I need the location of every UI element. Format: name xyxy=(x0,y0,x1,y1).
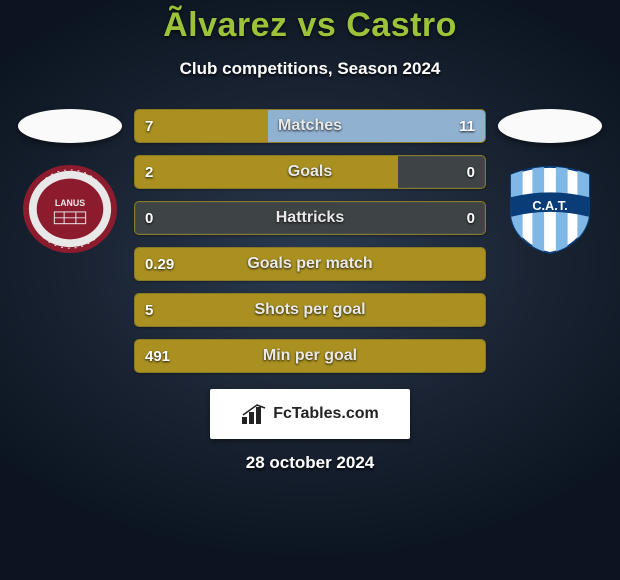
svg-text:LANUS: LANUS xyxy=(55,198,85,208)
stat-bar-right xyxy=(268,110,485,142)
stat-bar-left xyxy=(135,110,268,142)
left-team-col: LANUS xyxy=(10,109,130,255)
stat-label: Hattricks xyxy=(135,202,485,234)
date-label: 28 october 2024 xyxy=(246,453,375,473)
stat-row: 20Goals xyxy=(134,155,486,189)
stat-value-right: 0 xyxy=(467,156,475,188)
watermark-badge: FcTables.com xyxy=(210,389,410,439)
comparison-row: LANUS 711Matches20Goals00Hattricks0.29Go… xyxy=(0,109,620,373)
page-title: Ãlvarez vs Castro xyxy=(163,6,457,45)
right-crest-icon: C.A.T. xyxy=(501,163,599,255)
stat-bar-left xyxy=(135,248,485,280)
stat-row: 711Matches xyxy=(134,109,486,143)
right-team-col: C.A.T. xyxy=(490,109,610,255)
stat-row: 0 0Hattricks xyxy=(134,201,486,235)
stat-value-right: 0 xyxy=(467,202,475,234)
left-crest-icon: LANUS xyxy=(21,163,119,255)
stat-row: 5Shots per goal xyxy=(134,293,486,327)
stat-bar-left xyxy=(135,294,485,326)
stat-bar-left xyxy=(135,156,398,188)
stats-bars: 711Matches20Goals00Hattricks0.29Goals pe… xyxy=(134,109,486,373)
watermark-text: FcTables.com xyxy=(273,405,379,423)
left-flag-placeholder xyxy=(18,109,122,143)
subtitle: Club competitions, Season 2024 xyxy=(180,59,441,79)
right-flag-placeholder xyxy=(498,109,602,143)
fctables-logo-icon xyxy=(241,403,269,425)
stat-value-left: 0 xyxy=(145,202,153,234)
svg-text:C.A.T.: C.A.T. xyxy=(532,198,567,213)
stat-bar-left xyxy=(135,340,485,372)
stat-row: 491Min per goal xyxy=(134,339,486,373)
stat-row: 0.29Goals per match xyxy=(134,247,486,281)
